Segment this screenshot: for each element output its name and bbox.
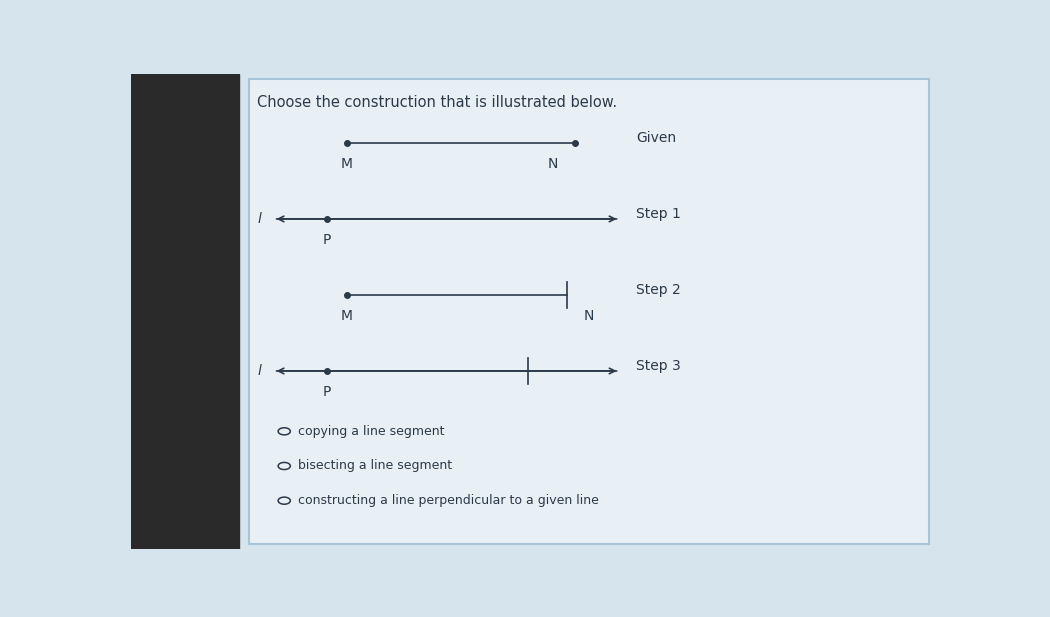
Text: Step 1: Step 1 [635,207,680,221]
Text: l: l [258,364,261,378]
Text: Given: Given [635,131,676,145]
Text: constructing a line perpendicular to a given line: constructing a line perpendicular to a g… [298,494,598,507]
Text: M: M [341,157,353,171]
Text: Choose the construction that is illustrated below.: Choose the construction that is illustra… [257,96,617,110]
Text: M: M [341,309,353,323]
Text: copying a line segment: copying a line segment [298,425,444,438]
FancyBboxPatch shape [249,79,929,544]
Text: N: N [584,309,594,323]
Text: N: N [548,157,558,171]
Text: P: P [322,233,331,247]
Text: bisecting a line segment: bisecting a line segment [298,460,453,473]
Text: Step 2: Step 2 [635,283,680,297]
Bar [131,74,239,549]
Text: Step 3: Step 3 [635,359,680,373]
Text: l: l [258,212,261,226]
Text: P: P [322,385,331,399]
